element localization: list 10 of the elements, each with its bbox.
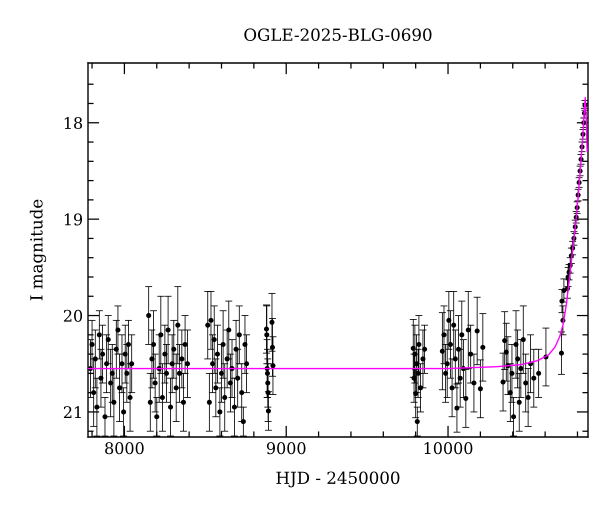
x-tick-label: 9000 (266, 442, 306, 454)
y-tick-label: 19 (64, 213, 82, 226)
y-axis-title: I magnitude (30, 200, 46, 300)
x-tick-label: 10000 (424, 442, 472, 454)
y-tick-label: 18 (64, 116, 82, 130)
chart-title: OGLE-2025-BLG-0690 (244, 28, 432, 42)
x-tick-label: 8000 (105, 442, 144, 454)
y-tick-label: 20 (64, 310, 82, 322)
x-axis-title: HJD - 2450000 (276, 472, 400, 488)
y-tick-label: 21 (64, 406, 81, 418)
